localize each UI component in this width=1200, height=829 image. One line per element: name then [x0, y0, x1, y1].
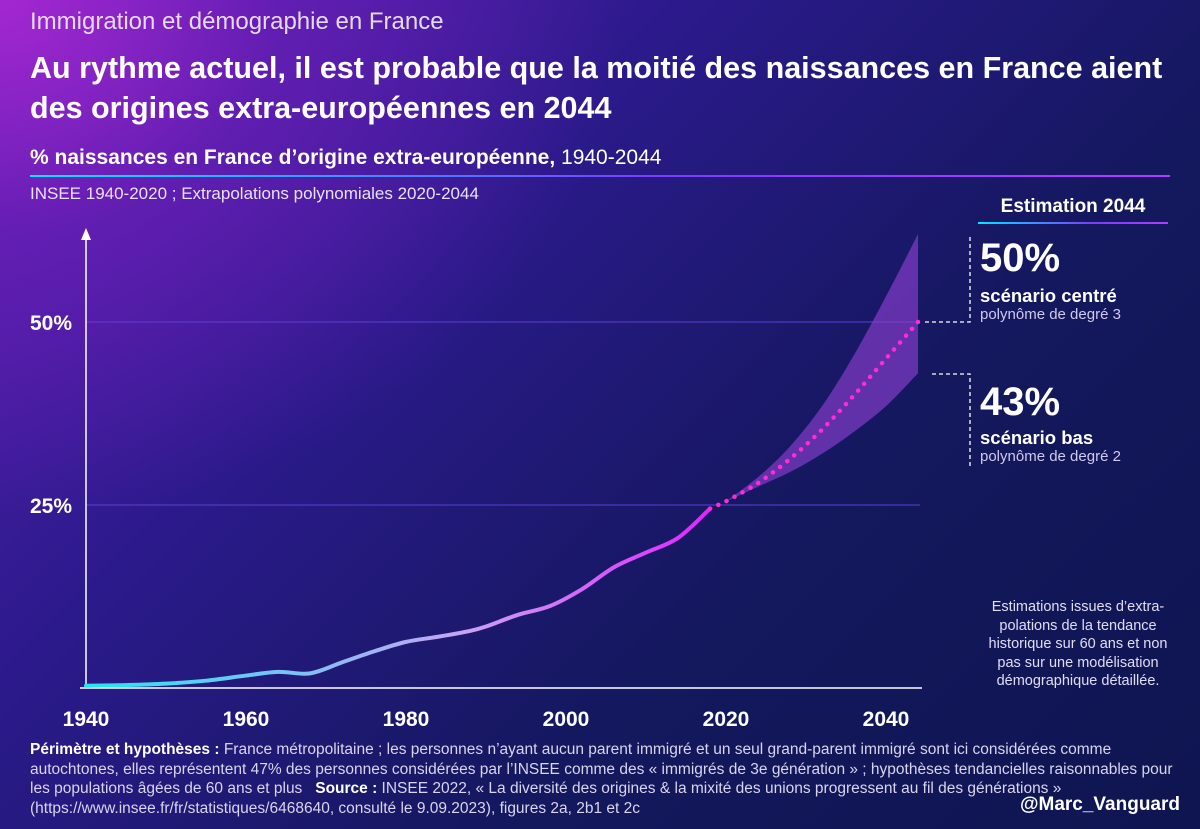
- y-tick-label-25: 25%: [30, 495, 72, 518]
- x-tick-label-2020: 2020: [703, 708, 750, 731]
- methodology-note: Estimations issues d’extra-polations de …: [988, 599, 1168, 689]
- tick-labels: 1940 1960 1980 2000 2020 2040 25% 50%: [30, 312, 909, 731]
- bas-label: scénario bas: [980, 427, 1094, 448]
- footer-notes: Périmètre et hypothèses : France métropo…: [30, 740, 1180, 818]
- series-projection-line: [707, 319, 921, 511]
- estimation-rule: [978, 222, 1168, 224]
- bas-value: 43%: [980, 380, 1061, 424]
- scenario-band-area: [726, 234, 918, 502]
- scenario-band: [726, 234, 918, 502]
- x-tick-label-2000: 2000: [543, 708, 590, 731]
- y-axis-arrow-icon: [81, 228, 91, 240]
- x-tick-label-1980: 1980: [383, 708, 430, 731]
- page-title: Au rythme actuel, il est probable que la…: [30, 51, 1163, 125]
- estimation-title: Estimation 2044: [1000, 196, 1146, 217]
- perimetre-label: Périmètre et hypothèses :: [30, 741, 220, 758]
- perimetre-text: France métropolitaine ; les personnes n’…: [30, 741, 1173, 797]
- series-historical-line: [84, 506, 712, 688]
- subtitle-years: 1940-2044: [555, 146, 662, 169]
- data-source-line: INSEE 1940-2020 ; Extrapolations polynom…: [30, 184, 479, 203]
- y-tick-label-50: 50%: [30, 312, 72, 335]
- subtitle-rule: [30, 175, 1170, 177]
- bas-connector: [932, 373, 971, 466]
- subtitle-bold: % naissances en France d’origine extra-e…: [30, 146, 556, 169]
- centre-value: 50%: [980, 236, 1061, 280]
- x-tick-label-2040: 2040: [863, 708, 910, 731]
- x-tick-label-1940: 1940: [63, 708, 110, 731]
- axes: [80, 228, 922, 689]
- gridlines: [86, 321, 920, 506]
- chart-subtitle: % naissances en France d’origine extra-e…: [30, 146, 661, 170]
- series-lines: [84, 319, 921, 688]
- source-text: INSEE 2022, « La diversité des origines …: [30, 780, 1062, 817]
- x-tick-label-1960: 1960: [223, 708, 270, 731]
- source-label: Source :: [315, 780, 378, 797]
- author-handle: @Marc_Vanguard: [1019, 794, 1180, 815]
- centre-connector: [925, 236, 971, 323]
- centre-method: polynôme de degré 3: [980, 306, 1121, 323]
- centre-label: scénario centré: [980, 285, 1117, 306]
- bas-method: polynôme de degré 2: [980, 448, 1121, 465]
- kicker-text: Immigration et démographie en France: [30, 8, 444, 35]
- annotation-connectors: [925, 236, 971, 466]
